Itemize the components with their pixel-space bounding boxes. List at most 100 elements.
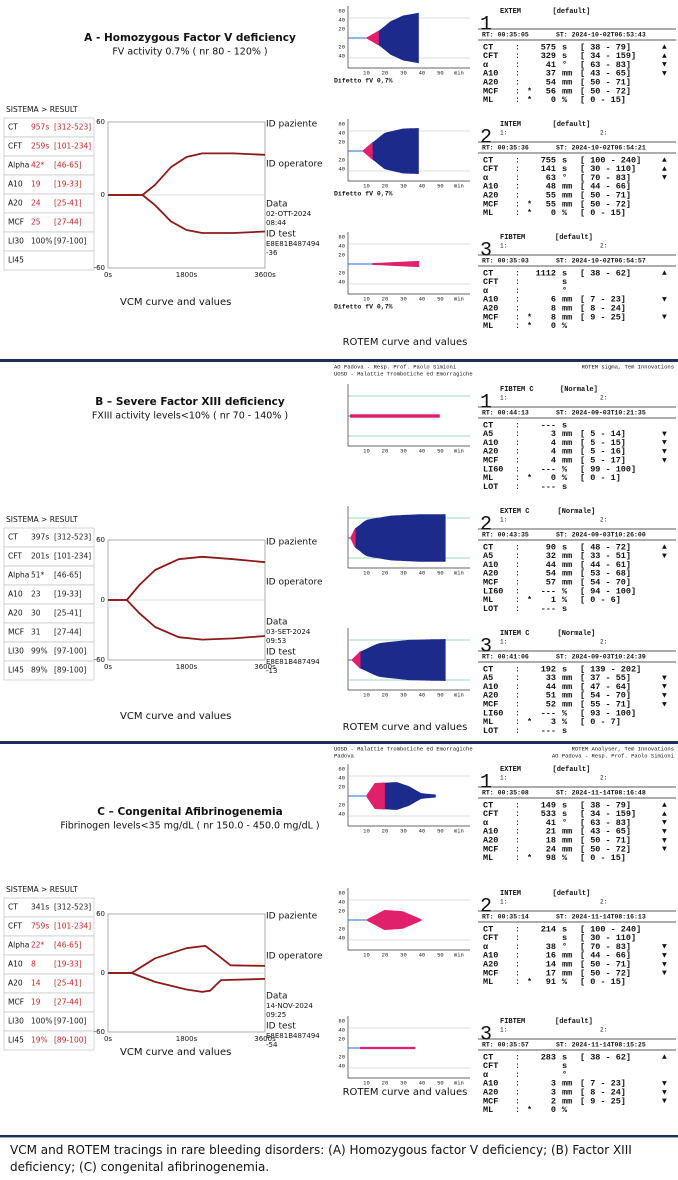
vcm-label: 14-NOV-2024 [266, 1002, 313, 1010]
rotem-range: [ 0 - 1] [580, 473, 621, 483]
rotem-colon: : [515, 726, 520, 736]
rotem-unit: % [562, 717, 568, 727]
vcm-y-tick-label: 0 [101, 969, 105, 977]
rotem-mark: * [527, 473, 532, 483]
graph-trace [366, 12, 419, 64]
rotem-param: CFT [483, 164, 498, 174]
rotem-param: LI60 [483, 708, 503, 718]
vcm-range: [19-33] [54, 180, 82, 189]
block-rt: RT: 00:43:35 [482, 532, 529, 539]
rotem-flag: ▼ [662, 845, 667, 854]
vcm-caption: VCM curve and values [120, 711, 231, 722]
block-slot: 2: [600, 1027, 607, 1034]
graph-x-tick-label: 40 [419, 691, 426, 698]
rotem-param: α [483, 173, 489, 183]
vcm-range: [89-100] [54, 1036, 86, 1045]
rotem-colon: : [515, 577, 520, 587]
graph-x-tick-label: 30 [400, 569, 407, 576]
separator [0, 359, 678, 362]
rotem-flag: ▼ [662, 313, 667, 322]
rotem-param: A10 [483, 682, 498, 692]
rotem-colon: : [515, 95, 520, 105]
rotem-value: 48 [546, 182, 556, 192]
rotem-param: MCF [483, 455, 498, 465]
vcm-param: LI45 [8, 1036, 24, 1045]
rotem-caption: ROTEM curve and values [343, 722, 468, 733]
graph-y-tick-label: 20 [338, 25, 345, 32]
panel-title: C – Congenital Afibrinogenemia [97, 806, 282, 818]
block-st: ST: 2024-09-03T10:24:39 [556, 654, 646, 661]
rotem-range: [ 99 - 100] [580, 464, 636, 474]
rotem-value: 32 [546, 551, 556, 561]
rotem-colon: : [515, 1079, 520, 1089]
rotem-unit: mm [562, 959, 572, 969]
rotem-param: ML [483, 473, 493, 483]
rotem-param: A20 [483, 447, 498, 457]
rotem-value: --- [541, 726, 556, 736]
rotem-range: [ 0 - 15] [580, 208, 626, 218]
rotem-colon: : [515, 173, 520, 183]
vcm-label: ID operatore [266, 160, 323, 170]
rotem-colon: : [515, 959, 520, 969]
rotem-unit: s [562, 51, 567, 61]
rotem-value: 0 [551, 321, 556, 331]
rotem-mark: * [527, 1105, 532, 1115]
rotem-range: [ 44 - 66] [580, 182, 631, 192]
vcm-range: [312-523] [54, 123, 91, 132]
block-setting: [default] [553, 8, 591, 16]
rotem-unit: s [562, 726, 567, 736]
vcm-label: -13 [266, 667, 277, 675]
graph-x-tick-label: min [454, 1079, 464, 1086]
graph-y-tick-label: 40 [338, 898, 345, 905]
rotem-value: 141 [541, 164, 556, 174]
rotem-colon: : [515, 595, 520, 605]
rotem-range: [ 53 - 68] [580, 569, 631, 579]
vcm-param: LI45 [8, 666, 24, 675]
vcm-caption: VCM curve and values [120, 297, 231, 308]
graph-x-tick-label: 30 [400, 951, 407, 958]
vcm-range: [46-65] [54, 571, 82, 580]
rotem-unit: % [562, 1105, 568, 1115]
block-st: ST: 2024-10-02T06:54:21 [556, 145, 646, 152]
rotem-unit: % [562, 95, 568, 105]
rotem-param: MCF [483, 699, 498, 709]
rotem-param: A10 [483, 827, 498, 837]
rotem-colon: : [515, 924, 520, 934]
rotem-range: [ 70 - 83] [580, 942, 631, 952]
rotem-value: 37 [546, 69, 556, 79]
rotem-header: UOSD - Malattie Trombotiche ed Emorragic… [334, 370, 473, 377]
vcm-range: [27-44] [54, 628, 82, 637]
graph-label: Difetto fV 0,7% [334, 78, 393, 85]
rotem-param: ML [483, 208, 493, 218]
rotem-colon: : [515, 717, 520, 727]
rotem-param: CT [483, 420, 493, 430]
vcm-curve [108, 194, 266, 234]
rotem-colon: : [515, 809, 520, 819]
rotem-unit: % [562, 321, 568, 331]
rotem-colon: : [515, 286, 520, 296]
block-number: 2 [480, 513, 492, 536]
vcm-y-tick-label: 0 [101, 191, 105, 199]
vcm-range: [312-523] [54, 903, 91, 912]
rotem-param: A20 [483, 190, 498, 200]
rotem-range: [ 9 - 25] [580, 312, 626, 322]
vcm-label: E8E81B487494 [266, 658, 320, 666]
rotem-colon: : [515, 303, 520, 313]
vcm-param: CFT [8, 552, 22, 561]
rotem-unit: mm [562, 69, 572, 79]
graph-x-tick-label: 40 [419, 69, 426, 76]
graph-x-tick-label: 20 [382, 447, 389, 454]
graph-y-tick-label: 20 [338, 269, 345, 276]
graph-y-tick-label: 60 [338, 233, 345, 240]
graph-x-tick-label: 50 [437, 447, 444, 454]
vcm-label: ID test [266, 230, 296, 240]
rotem-value: 0 [551, 473, 556, 483]
rotem-colon: : [515, 699, 520, 709]
rotem-param: MCF [483, 86, 498, 96]
rotem-range: [ 30 - 110] [580, 164, 636, 174]
rotem-unit: s [562, 277, 567, 287]
vcm-value: 8 [31, 960, 36, 969]
graph-y-tick-label: 40 [338, 16, 345, 23]
block-setting: [Normale] [560, 386, 598, 394]
rotem-unit: mm [562, 844, 572, 854]
